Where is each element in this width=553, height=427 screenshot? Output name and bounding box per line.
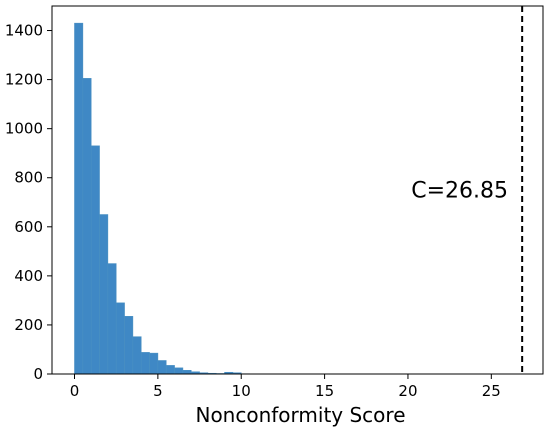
histogram-bar [99, 214, 109, 375]
histogram-bar [165, 365, 175, 375]
y-tick-label: 800 [14, 169, 43, 187]
histogram-bar [157, 360, 167, 375]
histogram-bar [107, 263, 117, 375]
histogram-bar [74, 22, 84, 375]
y-tick-label: 600 [14, 218, 43, 236]
x-axis-ticks: 0 5 10 15 20 25 [70, 374, 501, 400]
y-tick-label: 0 [33, 365, 43, 383]
histogram-bar [140, 352, 150, 375]
y-axis-ticks: 0 200 400 600 800 1000 1200 1400 [5, 22, 52, 383]
x-tick-label: 10 [232, 382, 251, 400]
histogram-bar [115, 302, 125, 375]
histogram-bar [82, 78, 92, 375]
histogram-bar [149, 352, 159, 375]
histogram-bar [90, 145, 100, 375]
x-axis-label: Nonconformity Score [195, 403, 405, 427]
y-tick-label: 1000 [5, 120, 43, 138]
histogram-bar [132, 336, 142, 375]
x-tick-label: 0 [70, 382, 80, 400]
y-tick-label: 200 [14, 316, 43, 334]
x-tick-label: 15 [315, 382, 334, 400]
histogram-bar [174, 367, 184, 375]
y-tick-label: 400 [14, 267, 43, 285]
threshold-label: C=26.85 [411, 178, 508, 203]
histogram-bars [74, 22, 250, 375]
x-tick-label: 25 [482, 382, 501, 400]
x-tick-label: 20 [398, 382, 417, 400]
histogram-bar [124, 316, 134, 375]
y-tick-label: 1400 [5, 22, 43, 40]
histogram-bar [182, 370, 192, 375]
x-tick-label: 5 [153, 382, 163, 400]
plot-frame [51, 5, 544, 375]
y-tick-label: 1200 [5, 71, 43, 89]
